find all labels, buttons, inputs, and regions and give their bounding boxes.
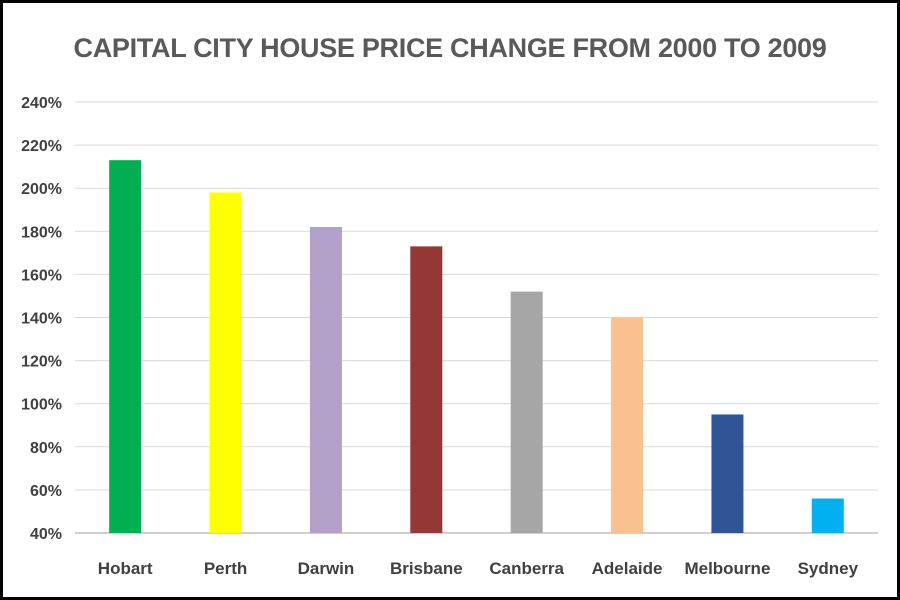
y-tick-label: 40% [30,526,62,543]
y-tick-label: 80% [30,440,62,457]
x-tick-label: Sydney [798,559,859,578]
bar-darwin [309,226,342,534]
y-tick-label: 220% [21,138,62,155]
y-tick-label: 200% [21,181,62,198]
x-tick-label: Melbourne [684,559,770,578]
x-tick-label: Hobart [98,559,153,578]
y-tick-label: 120% [21,354,62,371]
bar-hobart [109,160,142,533]
x-tick-label: Canberra [489,559,564,578]
bar-melbourne [711,414,744,533]
x-tick-label: Perth [204,559,247,578]
x-tick-label: Brisbane [390,559,463,578]
bar-chart: 40% 60% 80% 100% 120% 140% 160% 180% 200% 220% 240… [21,95,878,578]
bar-adelaide [611,317,644,533]
chart-frame: CAPITAL CITY HOUSE PRICE CHANGE FROM 200… [3,3,897,597]
chart-title: CAPITAL CITY HOUSE PRICE CHANGE FROM 200… [73,33,827,63]
x-tick-label: Adelaide [592,559,663,578]
x-tick-label: Darwin [298,559,355,578]
y-tick-label: 180% [21,224,62,241]
y-tick-label: 240% [21,95,62,112]
bar-canberra [510,291,543,533]
bar-perth [209,192,242,533]
bar-brisbane [410,246,443,533]
y-tick-label: 60% [30,483,62,500]
bar-sydney [811,498,844,533]
y-tick-label: 160% [21,267,62,284]
y-tick-label: 140% [21,311,62,328]
y-tick-label: 100% [21,397,62,414]
